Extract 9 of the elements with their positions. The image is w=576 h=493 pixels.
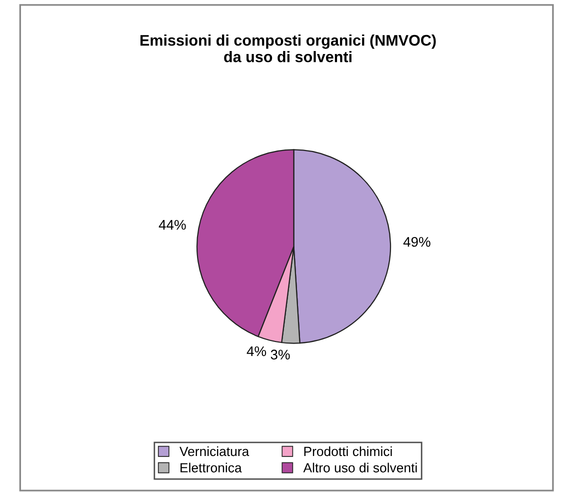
legend-label: Elettronica bbox=[180, 462, 242, 472]
data-label: 44% bbox=[158, 220, 186, 230]
legend-label: Prodotti chimici bbox=[304, 446, 392, 456]
data-label: 4% bbox=[246, 346, 266, 356]
legend-label: Verniciatura bbox=[180, 446, 250, 456]
chart-title: Emissioni di composti organici (NMVOC) da uso di solventi bbox=[140, 34, 436, 62]
legend-label: Altro uso di solventi bbox=[303, 462, 417, 472]
data-label: 49% bbox=[403, 236, 430, 247]
data-label: 3% bbox=[270, 350, 290, 360]
